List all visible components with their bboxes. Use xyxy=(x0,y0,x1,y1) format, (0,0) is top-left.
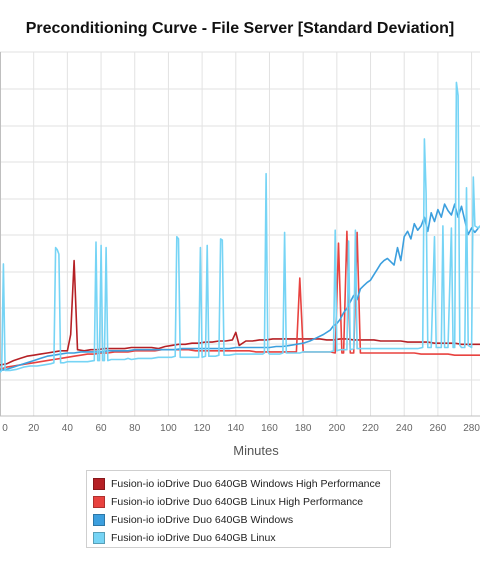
x-axis-title: Minutes xyxy=(233,443,279,458)
series-line xyxy=(0,259,480,366)
x-tick-label: 60 xyxy=(95,423,107,434)
legend-swatch xyxy=(93,532,105,544)
series-line xyxy=(0,230,480,371)
chart-legend: Fusion-io ioDrive Duo 640GB Windows High… xyxy=(86,470,391,548)
series-line xyxy=(0,81,480,374)
x-tick-label: 260 xyxy=(430,423,447,434)
x-tick-label: 120 xyxy=(194,423,211,434)
x-tick-label: 100 xyxy=(160,423,177,434)
legend-item: Fusion-io ioDrive Duo 640GB Windows xyxy=(93,511,384,529)
x-tick-label: 0 xyxy=(2,423,8,434)
legend-label: Fusion-io ioDrive Duo 640GB Linux xyxy=(111,532,276,544)
legend-item: Fusion-io ioDrive Duo 640GB Linux xyxy=(93,529,384,547)
legend-label: Fusion-io ioDrive Duo 640GB Windows High… xyxy=(111,478,381,490)
x-tick-label: 220 xyxy=(362,423,379,434)
legend-item: Fusion-io ioDrive Duo 640GB Windows High… xyxy=(93,475,384,493)
x-tick-label: 80 xyxy=(129,423,141,434)
legend-label: Fusion-io ioDrive Duo 640GB Linux High P… xyxy=(111,496,364,508)
legend-swatch xyxy=(93,514,105,526)
x-tick-label: 200 xyxy=(328,423,345,434)
x-tick-label: 240 xyxy=(396,423,413,434)
legend-item: Fusion-io ioDrive Duo 640GB Linux High P… xyxy=(93,493,384,511)
chart-title: Preconditioning Curve - File Server [Sta… xyxy=(25,20,455,37)
x-tick-label: 280 xyxy=(463,423,480,434)
x-tick-label: 140 xyxy=(227,423,244,434)
x-tick-label: 20 xyxy=(28,423,40,434)
x-tick-label: 180 xyxy=(295,423,312,434)
x-tick-label: 40 xyxy=(62,423,74,434)
legend-swatch xyxy=(93,478,105,490)
x-tick-label: 160 xyxy=(261,423,278,434)
legend-swatch xyxy=(93,496,105,508)
legend-label: Fusion-io ioDrive Duo 640GB Windows xyxy=(111,514,294,526)
